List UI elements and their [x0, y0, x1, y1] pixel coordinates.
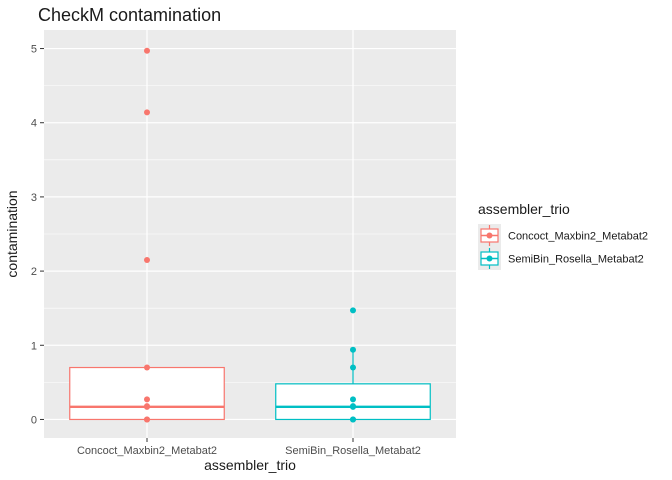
legend: assembler_trio Concoct_Maxbin2_Metabat2 S… — [478, 201, 648, 270]
axes: 0 1 2 3 4 5 Concoct_Maxbin2_Metabat2 SemiBin_Ro… — [31, 44, 421, 457]
data-point — [144, 364, 150, 371]
data-point — [144, 47, 150, 54]
data-point — [144, 403, 150, 410]
legend-key-point — [486, 255, 493, 262]
data-point — [144, 109, 150, 116]
data-point — [144, 256, 150, 263]
x-tick-label: Concoct_Maxbin2_Metabat2 — [77, 445, 217, 457]
box — [69, 366, 225, 421]
data-layer — [69, 47, 431, 423]
x-axis-title: assembler_trio — [204, 457, 296, 473]
y-axis-title: contamination — [4, 190, 20, 277]
x-tick-label: SemiBin_Rosella_Metabat2 — [285, 445, 421, 457]
y-tick-label: 2 — [31, 266, 37, 278]
y-tick-label: 4 — [31, 118, 37, 130]
series-group — [69, 47, 225, 423]
data-point — [144, 396, 150, 403]
data-point — [350, 416, 356, 423]
legend-label: Concoct_Maxbin2_Metabat2 — [508, 231, 648, 243]
data-point — [350, 403, 356, 410]
grid-lines — [44, 30, 456, 438]
legend-title: assembler_trio — [478, 201, 570, 217]
data-point — [350, 396, 356, 403]
y-tick-label: 0 — [31, 414, 37, 426]
data-point — [350, 346, 356, 353]
data-point — [144, 416, 150, 423]
y-tick-label: 5 — [31, 44, 37, 56]
data-point — [350, 307, 356, 314]
series-group — [275, 307, 431, 423]
legend-key-point — [486, 232, 493, 239]
legend-label: SemiBin_Rosella_Metabat2 — [508, 254, 644, 266]
data-point — [350, 364, 356, 371]
chart-title: CheckM contamination — [38, 5, 221, 25]
y-tick-label: 1 — [31, 340, 37, 352]
y-tick-label: 3 — [31, 192, 37, 204]
